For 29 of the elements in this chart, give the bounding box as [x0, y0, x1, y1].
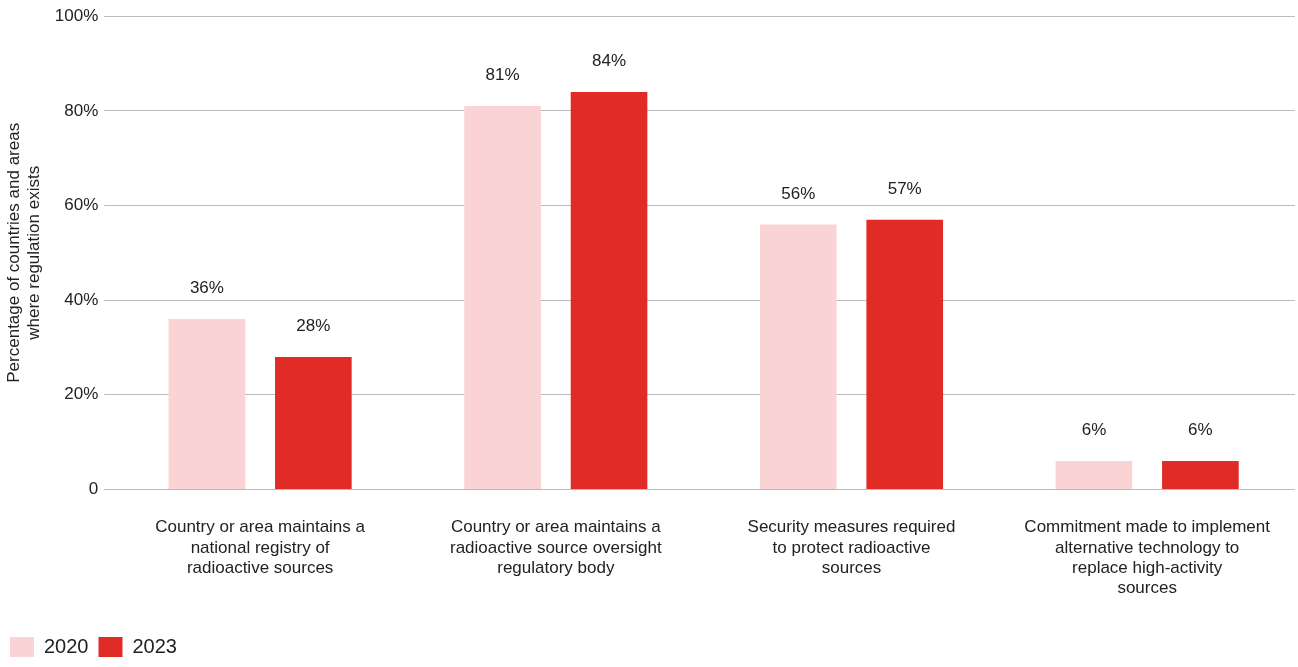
- bar: [866, 219, 944, 489]
- bar: [1055, 461, 1133, 489]
- data-label: 6%: [1081, 420, 1107, 440]
- legend-label: 2020: [44, 634, 89, 657]
- data-label: 36%: [189, 278, 224, 298]
- data-label: 28%: [296, 316, 331, 336]
- y-tick-label: 40%: [64, 289, 99, 309]
- bar: [464, 106, 541, 489]
- bar: [1162, 461, 1239, 489]
- x-tick-label: Security measures required to protect radioactive sources: [747, 517, 956, 578]
- x-tick-label: Commitment made to implement alternative technology to replace high-activity sources: [1024, 517, 1271, 598]
- y-tick-label: 60%: [64, 195, 99, 215]
- y-tick-label: 20%: [64, 384, 99, 404]
- bar: [275, 356, 352, 489]
- y-tick-label: 80%: [64, 100, 99, 120]
- data-label: 6%: [1188, 420, 1213, 440]
- legend-label: 2023: [132, 634, 177, 657]
- bar: [570, 91, 648, 489]
- data-label: 81%: [485, 65, 520, 85]
- x-tick-label: Country or area maintains a national registry of radioactive sources: [155, 517, 366, 578]
- bar: [759, 224, 837, 489]
- y-axis-title: Percentage of countries and areas where regulation exists: [3, 122, 44, 383]
- x-tick-label: Country or area maintains a radioactive source oversight regulatory body: [449, 517, 662, 578]
- y-tick-label: 0: [88, 479, 99, 499]
- data-label: 56%: [781, 183, 816, 203]
- bar: [168, 319, 246, 489]
- data-label: 84%: [592, 51, 627, 71]
- y-tick-label: 100%: [54, 5, 99, 25]
- data-label: 57%: [887, 178, 922, 198]
